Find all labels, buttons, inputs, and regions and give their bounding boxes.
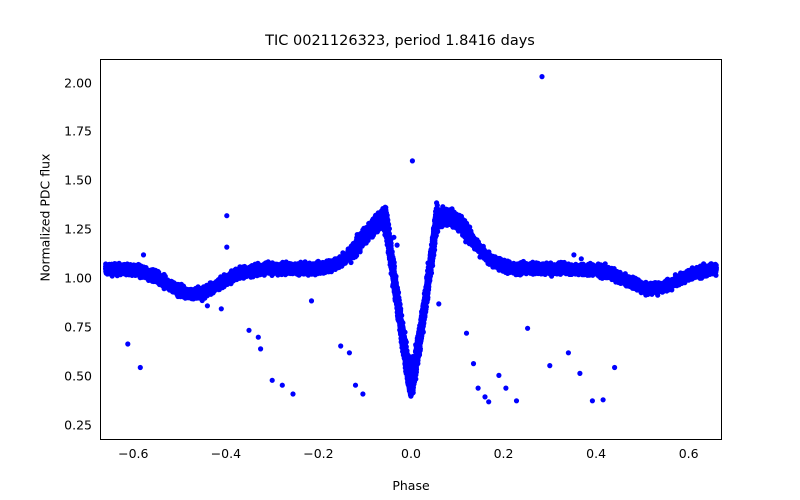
y-tick-label: 1.75	[64, 123, 92, 139]
x-tick-label: −0.4	[210, 446, 242, 461]
y-tick-label: 2.00	[64, 75, 92, 90]
y-axis-label: Normalized PDC flux	[37, 153, 53, 282]
y-tick-label: 0.25	[64, 417, 92, 433]
y-tick-label: 1.25	[64, 221, 92, 237]
y-tick-label: 1.00	[64, 270, 92, 286]
x-tick-label: −0.6	[118, 446, 149, 461]
y-tick-label: 0.75	[64, 319, 92, 335]
y-tick-label: 1.50	[64, 172, 92, 188]
x-tick-label: 0.6	[678, 446, 699, 461]
x-tick-label: 0.4	[586, 446, 607, 461]
x-axis-label: Phase	[392, 478, 430, 493]
scatter-plot-svg	[100, 59, 722, 440]
y-tick-label: 0.50	[64, 368, 92, 384]
chart-title: TIC 0021126323, period 1.8416 days	[265, 33, 535, 49]
x-tick-label: 0.2	[493, 446, 514, 461]
x-tick-label: 0.0	[401, 446, 421, 461]
x-tick-label: −0.2	[303, 446, 334, 461]
plot-axes-area: −0.6 −0.4 −0.2 0.0 0.2 0.4 0.6 0.25 0.50 0.75 1.0…	[64, 59, 722, 461]
